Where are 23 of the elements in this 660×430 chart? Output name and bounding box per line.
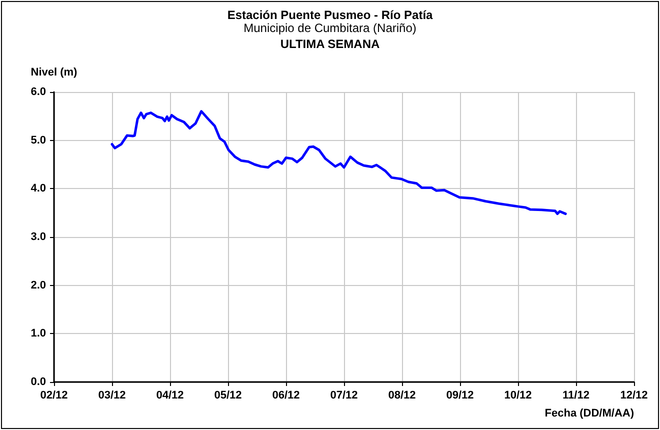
chart-subtitle: Municipio de Cumbitara (Nariño) [244,21,416,35]
y-tick-label: 1.0 [30,328,46,340]
x-tick-label: 07/12 [330,390,358,402]
x-tick-label: 06/12 [272,390,300,402]
text: ULTIMA SEMANA [280,37,380,51]
x-tick-label: 04/12 [156,390,184,402]
x-tick-label: 12/12 [620,390,648,402]
y-tick-label: 3.0 [30,231,46,243]
y-tick-label: 4.0 [30,182,46,195]
y-tick-label: 0.0 [30,376,46,388]
x-tick-label: 09/12 [446,390,474,402]
y-axis-title: Nivel (m) [30,66,78,78]
y-tick-label: 2.0 [30,279,46,292]
x-tick-label: 03/12 [98,390,126,402]
chart-title: Estación Puente Pusmeo - Río Patía [227,8,434,22]
y-tick-label: 6.0 [30,86,46,98]
x-tick-label: 02/12 [40,390,68,402]
x-tick-label: 11/12 [562,390,590,402]
y-tick-label: 5.0 [30,134,46,146]
x-tick-label: 10/12 [504,390,532,402]
x-axis-title: Fecha (DD/M/AA) [544,408,634,420]
x-tick-label: 05/12 [214,390,242,402]
x-tick-label: 08/12 [388,390,416,402]
